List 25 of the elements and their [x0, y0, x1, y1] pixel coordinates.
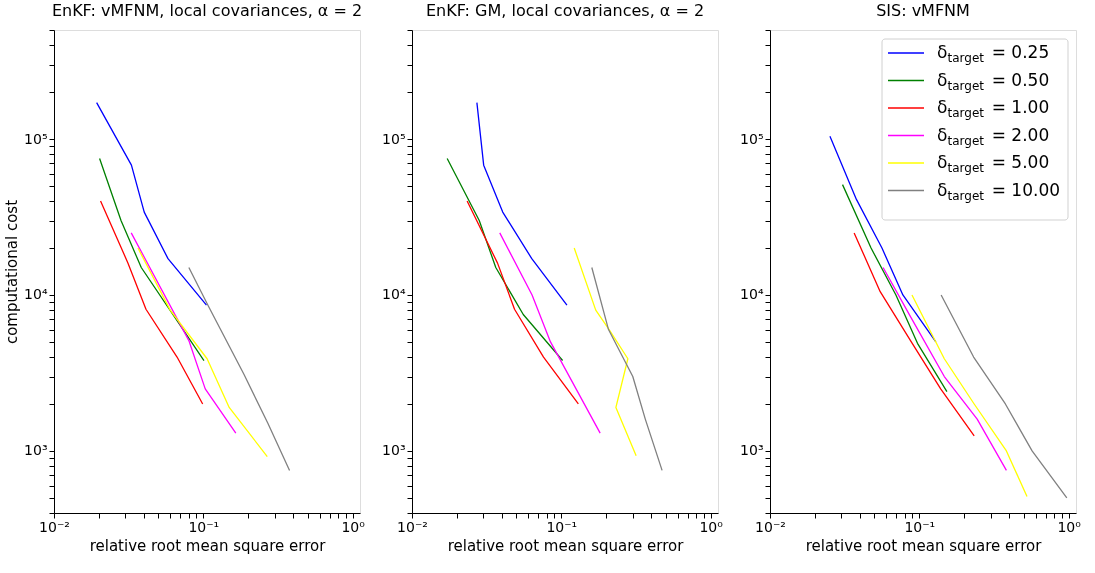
x-tick-label: 10⁰: [1057, 518, 1082, 535]
x-tick-label: 10⁻²: [39, 518, 70, 535]
y-tick-label: 10⁵: [382, 130, 406, 147]
y-tick-label: 10⁵: [24, 130, 48, 147]
x-axis-title: relative root mean square error: [447, 536, 685, 555]
y-tick-label: 10³: [740, 442, 764, 459]
y-tick-label: 10³: [382, 442, 406, 459]
chart-title: EnKF: vMFNM, local covariances, α = 2: [51, 1, 363, 20]
y-tick-label: 10⁴: [24, 286, 48, 303]
x-tick-label: 10⁻¹: [546, 518, 578, 535]
chart-title: EnKF: GM, local covariances, α = 2: [425, 1, 705, 20]
x-axis-title: relative root mean square error: [89, 536, 327, 555]
x-tick-label: 10⁰: [341, 518, 366, 535]
x-tick-label: 10⁻¹: [188, 518, 220, 535]
x-tick-label: 10⁰: [699, 518, 724, 535]
x-tick-label: 10⁻²: [397, 518, 428, 535]
y-tick-label: 10⁵: [740, 130, 764, 147]
chart-title: SIS: vMFNM: [876, 1, 970, 20]
x-axis-title: relative root mean square error: [805, 536, 1043, 555]
x-tick-label: 10⁻¹: [904, 518, 936, 535]
y-tick-label: 10⁴: [382, 286, 406, 303]
y-tick-label: 10³: [24, 442, 48, 459]
x-tick-label: 10⁻²: [755, 518, 786, 535]
y-axis-title: computational cost: [3, 199, 22, 345]
y-tick-label: 10⁴: [740, 286, 764, 303]
